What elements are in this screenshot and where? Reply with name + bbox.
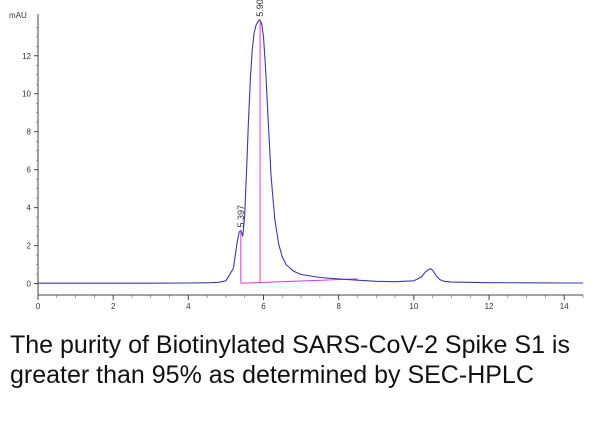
x-tick-label: 4 [186,302,191,311]
peak-label: 5.397 [236,205,246,228]
y-tick-label: 12 [22,52,31,61]
y-tick-label: 2 [27,242,32,251]
y-tick-label: 10 [22,90,31,99]
y-tick-label: 8 [27,128,32,137]
chromatogram-chart: mAU 0 2 4 6 8 10 12 0 2 4 6 8 10 12 14 5.397 5.909 [9,0,584,311]
y-tick-label: 4 [27,204,32,213]
y-tick-label: 6 [27,166,32,175]
figure-caption: The purity of Biotinylated SARS-CoV-2 Sp… [10,331,570,389]
y-axis-unit-label: mAU [9,11,27,20]
x-tick-label: 2 [111,302,116,311]
x-tick-label: 0 [36,302,41,311]
x-tick-label: 12 [485,302,494,311]
x-tick-label: 14 [560,302,569,311]
x-tick-label: 6 [261,302,266,311]
plot-area: 5.397 5.909 [38,0,583,284]
x-axis: 0 2 4 6 8 10 12 14 [36,294,584,311]
x-tick-label: 10 [409,302,418,311]
peak-label: 5.909 [255,0,265,17]
x-tick-label: 8 [336,302,341,311]
y-axis: mAU 0 2 4 6 8 10 12 [9,11,39,295]
y-tick-label: 0 [27,280,32,289]
series-line-0 [38,19,583,284]
